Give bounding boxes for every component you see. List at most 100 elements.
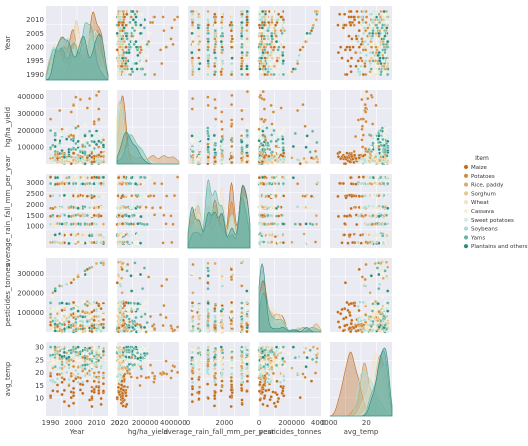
scatter-point bbox=[140, 12, 144, 16]
scatter-point bbox=[141, 40, 145, 44]
scatter-point bbox=[213, 59, 218, 63]
scatter-point bbox=[262, 155, 266, 159]
scatter-point bbox=[357, 45, 361, 49]
scatter-point bbox=[364, 123, 368, 127]
scatter-point bbox=[245, 64, 249, 68]
scatter-point bbox=[147, 45, 151, 49]
scatter-point bbox=[286, 148, 291, 152]
scatter-point bbox=[76, 153, 80, 157]
scatter-point bbox=[152, 213, 157, 217]
scatter-point bbox=[263, 72, 267, 77]
scatter-point bbox=[386, 34, 390, 38]
scatter-point bbox=[172, 194, 177, 198]
scatter-point bbox=[198, 61, 202, 66]
scatter-point bbox=[60, 301, 64, 305]
scatter-point bbox=[345, 45, 349, 49]
scatter-point bbox=[60, 146, 64, 150]
scatter-point bbox=[303, 124, 307, 128]
scatter-point bbox=[267, 133, 271, 137]
scatter-point bbox=[380, 26, 384, 30]
scatter-point bbox=[124, 61, 128, 66]
scatter-point bbox=[263, 56, 267, 60]
scatter-point bbox=[206, 137, 210, 141]
scatter-point bbox=[258, 12, 262, 16]
scatter-point bbox=[85, 303, 89, 308]
scatter-point bbox=[144, 205, 148, 209]
scatter-point bbox=[88, 129, 92, 133]
scatter-point bbox=[141, 182, 145, 186]
scatter-point bbox=[357, 175, 361, 179]
scatter-point bbox=[386, 206, 390, 210]
scatter-point bbox=[276, 205, 280, 209]
scatter-point bbox=[310, 26, 315, 30]
scatter-point bbox=[381, 31, 386, 36]
scatter-point bbox=[74, 141, 78, 146]
scatter-point bbox=[133, 20, 138, 25]
scatter-point bbox=[260, 213, 265, 218]
scatter-point bbox=[206, 9, 210, 14]
scatter-point bbox=[368, 50, 372, 55]
scatter-point bbox=[245, 141, 249, 145]
scatter-point bbox=[152, 194, 156, 198]
scatter-point bbox=[147, 194, 151, 198]
scatter-point bbox=[140, 232, 145, 237]
scatter-point bbox=[229, 72, 234, 77]
scatter-point bbox=[275, 59, 279, 63]
scatter-point bbox=[213, 37, 217, 41]
scatter-point bbox=[90, 222, 94, 226]
scatter-point bbox=[118, 42, 122, 46]
scatter-point bbox=[53, 240, 57, 245]
scatter-point bbox=[190, 61, 194, 66]
scatter-point bbox=[65, 159, 69, 163]
scatter-point bbox=[139, 61, 144, 66]
scatter-point bbox=[269, 103, 273, 108]
scatter-point bbox=[364, 119, 368, 124]
scatter-point bbox=[381, 40, 385, 44]
scatter-point bbox=[220, 18, 224, 22]
scatter-point bbox=[268, 181, 272, 186]
scatter-point bbox=[364, 90, 369, 94]
scatter-point bbox=[101, 309, 106, 314]
scatter-point bbox=[282, 20, 286, 25]
scatter-point bbox=[270, 15, 274, 19]
scatter-point bbox=[359, 205, 364, 209]
scatter-point bbox=[92, 300, 96, 305]
scatter-point bbox=[378, 56, 382, 60]
scatter-point bbox=[48, 159, 53, 163]
scatter-point bbox=[171, 222, 175, 226]
scatter-point bbox=[348, 20, 352, 25]
scatter-point bbox=[374, 128, 379, 133]
scatter-point bbox=[118, 26, 123, 30]
scatter-point bbox=[162, 213, 166, 217]
scatter-point bbox=[213, 61, 217, 66]
scatter-point bbox=[314, 213, 318, 218]
scatter-point bbox=[371, 158, 375, 162]
scatter-point bbox=[368, 59, 372, 63]
scatter-point bbox=[101, 194, 106, 199]
scatter-point bbox=[83, 141, 87, 145]
scatter-point bbox=[131, 40, 135, 44]
scatter-point bbox=[261, 67, 265, 71]
scatter-point bbox=[345, 72, 349, 77]
scatter-point bbox=[116, 12, 120, 16]
scatter-point bbox=[213, 141, 218, 146]
scatter-point bbox=[316, 181, 320, 185]
scatter-point bbox=[343, 222, 347, 226]
scatter-point bbox=[230, 118, 234, 122]
scatter-point bbox=[382, 45, 386, 49]
scatter-point bbox=[131, 70, 135, 74]
scatter-point bbox=[378, 182, 382, 186]
scatter-point bbox=[359, 15, 364, 19]
scatter-point bbox=[85, 213, 89, 218]
scatter-point bbox=[281, 241, 286, 245]
scatter-point bbox=[362, 26, 367, 30]
scatter-point bbox=[206, 64, 211, 68]
scatter-point bbox=[357, 29, 361, 33]
scatter-point bbox=[364, 232, 368, 237]
scatter-point bbox=[190, 26, 194, 30]
scatter-point bbox=[356, 240, 360, 245]
scatter-point bbox=[359, 241, 363, 245]
scatter-point bbox=[127, 70, 131, 74]
scatter-point bbox=[245, 128, 249, 133]
scatter-point bbox=[370, 48, 374, 52]
